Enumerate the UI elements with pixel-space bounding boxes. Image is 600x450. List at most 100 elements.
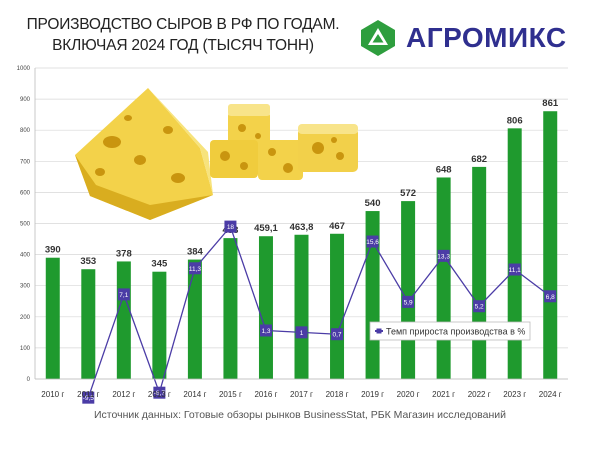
x-tick-label: 2021 г (432, 390, 455, 399)
bar (45, 257, 60, 379)
x-tick-label: 2014 г (183, 390, 206, 399)
growth-line-series: -9,5 7,1 -8,7 11,3 18 1,3 1 0,7 15,6 5,9 13,3 5,2 11… (82, 220, 557, 404)
growth-value-label: 1 (300, 330, 304, 337)
x-tick-label: 2019 г (361, 390, 384, 399)
y-tick-label: 600 (20, 190, 31, 196)
bar-value-label: 648 (436, 164, 452, 175)
bar-value-label: 345 (151, 259, 168, 270)
growth-marker (224, 220, 237, 233)
growth-value-label: 5,9 (404, 299, 413, 306)
legend: Темп прироста производства в % (369, 321, 531, 341)
bar (152, 271, 167, 379)
bar-value-label: 682 (471, 154, 487, 165)
x-axis: 2010 г 2011 г 2012 г 2013 г 2014 г 2015 г 2016… (41, 390, 561, 399)
growth-marker (331, 328, 344, 341)
growth-marker (544, 290, 557, 303)
logo-text: АГРОМИКС (406, 22, 567, 53)
y-tick-label: 400 (20, 253, 31, 259)
x-tick-label: 2013 г (148, 390, 171, 399)
growth-marker (473, 300, 486, 313)
growth-value-label: 0,7 (333, 332, 342, 339)
growth-marker (117, 288, 130, 301)
growth-value-label: 13,3 (437, 253, 450, 260)
bar-value-label: 806 (507, 115, 523, 126)
y-tick-label: 0 (27, 377, 31, 383)
x-tick-label: 2024 г (539, 390, 562, 399)
y-tick-label: 800 (20, 128, 31, 134)
growth-value-label: 7,1 (119, 292, 128, 299)
growth-value-label: 18 (227, 224, 235, 231)
bar (401, 201, 416, 379)
y-tick-label: 1000 (17, 66, 31, 72)
growth-marker (153, 386, 166, 399)
bar (116, 261, 131, 379)
bar (436, 177, 451, 379)
growth-line (87, 225, 551, 398)
y-tick-label: 300 (20, 284, 31, 290)
bar-value-label: 861 (542, 98, 559, 109)
growth-marker (259, 324, 272, 337)
y-tick-label: 500 (20, 222, 31, 228)
bar-value-label: 378 (116, 248, 132, 259)
growth-marker (188, 262, 201, 275)
bar (507, 128, 522, 379)
x-tick-label: 2010 г (41, 390, 64, 399)
growth-marker (402, 295, 415, 308)
x-tick-label: 2020 г (397, 390, 420, 399)
bar (187, 259, 202, 379)
bar (223, 238, 238, 379)
y-tick-label: 100 (20, 346, 31, 352)
x-tick-label: 2012 г (112, 390, 135, 399)
bar-value-label: 390 (45, 245, 61, 256)
x-tick-label: 2022 г (468, 390, 491, 399)
bar (81, 269, 96, 379)
legend-label: Темп прироста производства в % (386, 327, 525, 337)
y-axis: 0 100 200 300 400 500 600 700 800 900 1000 (17, 66, 568, 383)
growth-marker (437, 249, 450, 262)
bar-value-label: 384 (187, 247, 204, 258)
bar (258, 236, 273, 379)
y-tick-label: 700 (20, 159, 31, 165)
growth-value-label: 1,3 (261, 328, 270, 335)
y-tick-label: 200 (20, 315, 31, 321)
legend-marker (376, 328, 382, 334)
bar (472, 166, 487, 379)
cheese-image (75, 88, 358, 220)
growth-marker (508, 263, 521, 276)
title-line-1: ПРОИЗВОДСТВО СЫРОВ В РФ ПО ГОДАМ. (26, 16, 340, 33)
source-note: Источник данных: Готовые обзоры рынков B… (94, 409, 506, 421)
growth-value-label: 5,2 (475, 304, 484, 311)
bar (294, 234, 309, 379)
growth-value-label: -9,5 (83, 395, 95, 402)
x-tick-label: 2017 г (290, 390, 313, 399)
bar-value-label: 572 (400, 188, 416, 199)
bar-value-label: 540 (365, 198, 381, 209)
growth-value-label: 11,1 (509, 267, 522, 274)
growth-value-label: -8,7 (154, 390, 166, 397)
bar (543, 111, 558, 379)
growth-marker (295, 326, 308, 339)
x-tick-label: 2016 г (254, 390, 277, 399)
growth-value-label: 6,8 (546, 294, 555, 301)
bar-value-label: 463,8 (290, 222, 314, 233)
x-tick-label: 2011 г (77, 390, 99, 399)
bar-value-label: 467 (329, 221, 345, 232)
bar-value-label: 459,1 (254, 223, 278, 234)
growth-marker (82, 391, 95, 404)
x-tick-label: 2023 г (503, 390, 526, 399)
growth-value-label: 15,6 (366, 239, 379, 246)
x-tick-label: 2018 г (326, 390, 349, 399)
growth-value-label: 11,3 (189, 266, 202, 273)
y-tick-label: 900 (20, 97, 31, 103)
bar (330, 233, 345, 379)
brand-logo: АГРОМИКС (358, 18, 588, 58)
x-tick-label: 2015 г (219, 390, 242, 399)
growth-marker (366, 235, 379, 248)
agromix-logo-icon (361, 20, 395, 56)
bar-value-label: 353 (80, 256, 96, 267)
bar-value-labels: 390353378345384453459,1463,8467540572648… (45, 98, 559, 269)
title-line-2: ВКЛЮЧАЯ 2024 ГОД (ТЫСЯЧ ТОНН) (52, 37, 314, 54)
page-title: ПРОИЗВОДСТВО СЫРОВ В РФ ПО ГОДАМ. ВКЛЮЧА… (18, 14, 348, 56)
